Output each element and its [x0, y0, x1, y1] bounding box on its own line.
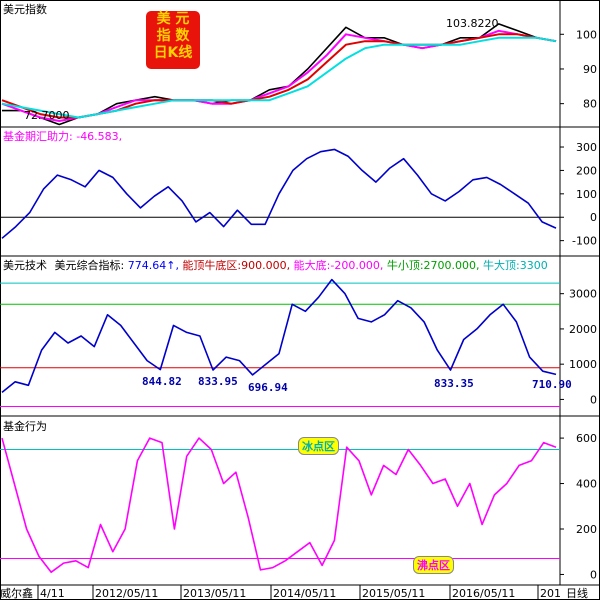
y-tick-label: 100	[576, 188, 597, 201]
x-tick-label: 2015/05/11	[362, 587, 425, 600]
low-annotation: 833.35	[434, 377, 474, 390]
series-line-1-2	[1, 33, 557, 119]
y-tick-label: 300	[576, 141, 597, 154]
y-tick-label: 600	[576, 432, 597, 445]
panel2-title: 基金期汇助力:	[3, 130, 73, 143]
y-tick-label: 0	[590, 211, 597, 224]
seal-line-3: 日K线	[153, 45, 193, 61]
value-bull-small-top: 2700.000,	[423, 259, 480, 272]
low-annotation: 710.90	[532, 378, 572, 391]
series-line-1-3	[1, 36, 557, 119]
panel3-title-row: 美元技术 美元综合指标: 774.64↑, 能顶牛底区:900.000, 能大底…	[3, 259, 548, 272]
vendor-label: 威尔鑫	[0, 587, 33, 600]
y-tick-label: 1000	[569, 358, 597, 371]
x-tick-label: 2016/05/11	[452, 587, 515, 600]
y-tick-label: 2000	[569, 323, 597, 336]
x-tick-label: 201	[540, 587, 561, 600]
y-tick-label: 90	[583, 63, 597, 76]
panel1-title: 美元指数	[3, 3, 47, 16]
series-line-2-0	[1, 148, 557, 239]
label-bull-big-top: 牛大顶:	[483, 259, 520, 272]
series-line-1-1	[1, 29, 557, 122]
dollar-index-seal: 美 元 指 数 日K线	[146, 11, 200, 69]
y-tick-label: 0	[590, 568, 597, 581]
y-tick-label: 100	[576, 28, 597, 41]
y-tick-label: 200	[576, 523, 597, 536]
value-energy-top: 900.000,	[241, 259, 291, 272]
freeze-zone-badge: 冰点区	[298, 437, 339, 455]
low-annotation: 844.82	[142, 375, 182, 388]
low-annotation: 696.94	[248, 381, 288, 394]
y-tick-label: 3000	[569, 288, 597, 301]
y-tick-label: -100	[572, 235, 597, 248]
panel3-subtitle: 美元综合指标:	[54, 259, 125, 272]
y-tick-label: 200	[576, 164, 597, 177]
x-tick-label: 2013/05/11	[183, 587, 246, 600]
value-energy-bottom: -200.000,	[330, 259, 384, 272]
panel3-value: 774.64↑	[127, 259, 176, 272]
label-energy-top: 能顶牛底区:	[182, 259, 242, 272]
panel3-title: 美元技术	[3, 259, 47, 272]
label-energy-bottom: 能大底:	[293, 259, 331, 272]
value-bull-big-top: 3300	[519, 259, 548, 272]
label-bull-small-top: 牛小顶:	[386, 259, 424, 272]
y-tick-label: 80	[583, 98, 597, 111]
x-tick-label: 4/11	[40, 587, 65, 600]
timeframe-label: 日线	[566, 587, 588, 600]
seal-line-2: 指 数	[156, 28, 190, 44]
panel4-title: 基金行为	[3, 420, 47, 433]
seal-line-1: 美 元	[156, 11, 190, 27]
low-price-label: 72.7000	[24, 109, 70, 122]
x-tick-label: 2012/05/11	[95, 587, 158, 600]
high-price-label: 103.8220	[446, 17, 499, 30]
y-tick-label: 400	[576, 478, 597, 491]
panel2-value: -46.583,	[76, 130, 123, 143]
series-line-3-0	[1, 278, 557, 394]
series-line-4-0	[1, 437, 557, 574]
panel2-title-row: 基金期汇助力: -46.583,	[3, 130, 122, 143]
low-annotation: 833.95	[198, 375, 238, 388]
y-tick-label: 0	[590, 393, 597, 406]
boil-zone-badge: 沸点区	[413, 556, 454, 574]
x-tick-label: 2014/05/11	[273, 587, 336, 600]
